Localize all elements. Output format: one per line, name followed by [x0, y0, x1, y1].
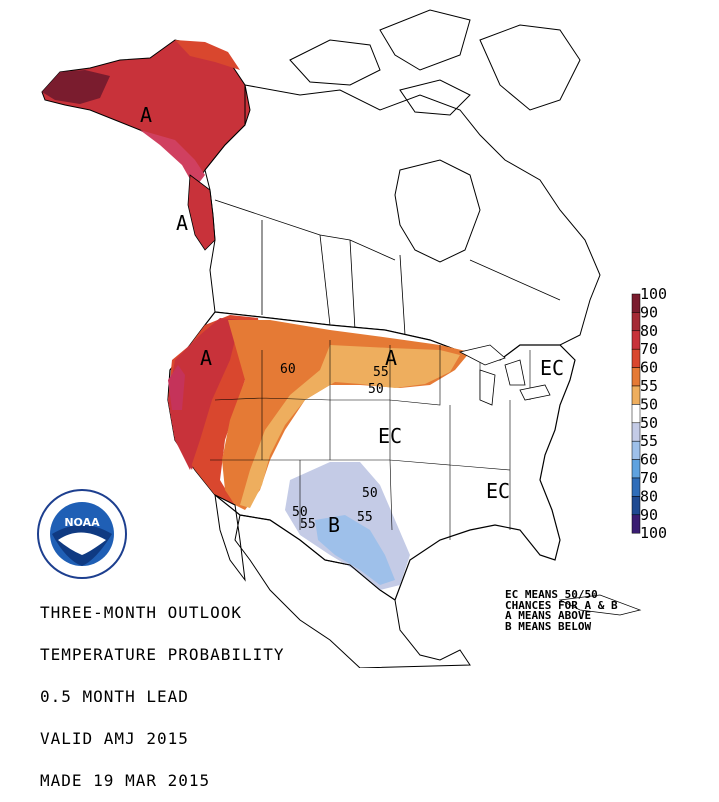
- noaa-logo: NOAA: [37, 489, 127, 579]
- ec-central-label: EC: [378, 424, 402, 448]
- contour-55-tx: 55: [357, 510, 373, 525]
- caribbean: [558, 594, 642, 616]
- legend-swatch: [631, 385, 641, 405]
- alaska-orange-cap: [175, 40, 240, 70]
- note-line: A MEANS ABOVE: [505, 609, 592, 622]
- panhandle-region: [187, 174, 216, 251]
- caption-line: MADE 19 MAR 2015: [40, 771, 211, 790]
- legend-swatch: [631, 422, 641, 442]
- legend-label: 100: [640, 524, 667, 542]
- outlook-map: A A A A B EC EC EC 60 55 50 50 50 55 55 …: [37, 9, 667, 668]
- caption-line: THREE-MONTH OUTLOOK: [40, 603, 243, 622]
- legend-label: 55: [640, 432, 658, 450]
- legend-label: 55: [640, 377, 658, 395]
- legend-swatch: [631, 459, 641, 479]
- alaska-pink-south: [140, 130, 205, 188]
- south-below-label: B: [328, 513, 340, 537]
- contour-50-ok: 50: [362, 486, 378, 501]
- north-light-orange: [240, 345, 460, 508]
- legend-swatch: [631, 367, 641, 387]
- legend-label: 60: [640, 451, 658, 469]
- contour-50-nm: 50: [292, 505, 308, 520]
- contour-50-north: 50: [368, 382, 384, 397]
- great-lakes: [458, 344, 551, 406]
- legend-swatch: [631, 404, 641, 424]
- note-line: B MEANS BELOW: [505, 619, 592, 633]
- noaa-logo-text: NOAA: [64, 516, 100, 529]
- legend-label: 70: [640, 340, 658, 358]
- alaska-above-label: A: [140, 103, 152, 127]
- legend-swatch: [631, 293, 641, 313]
- note-line: EC MEANS 50/50: [505, 588, 598, 601]
- contour-55-north: 55: [373, 365, 389, 380]
- north-above-label: A: [385, 346, 397, 370]
- arctic-islands: [289, 9, 581, 116]
- south-blue-mid: [315, 515, 395, 585]
- west-magenta-edge: [168, 365, 185, 410]
- coast-above-label: A: [176, 211, 188, 235]
- caption-line: TEMPERATURE PROBABILITY: [40, 645, 285, 664]
- legend-swatch: [631, 440, 641, 460]
- caption-line: VALID AMJ 2015: [40, 729, 189, 748]
- legend-label: 100: [640, 285, 667, 303]
- contour-55-nm: 55: [300, 517, 316, 532]
- legend-swatch: [631, 477, 641, 497]
- legend-swatch: [631, 496, 641, 516]
- legend-label: 80: [640, 322, 658, 340]
- legend-swatch: [631, 348, 641, 368]
- legend-label: 50: [640, 414, 658, 432]
- west-inner-red: [168, 318, 240, 470]
- caption-line: 0.5 MONTH LEAD: [40, 687, 189, 706]
- outlook-caption: THREE-MONTH OUTLOOK TEMPERATURE PROBABIL…: [40, 578, 285, 802]
- mexico-outline: [214, 494, 471, 668]
- legend-label: 70: [640, 469, 658, 487]
- contour-60: 60: [280, 362, 296, 377]
- legend-label: 80: [640, 487, 658, 505]
- legend-label: 90: [640, 303, 658, 321]
- ec-southeast-label: EC: [486, 479, 510, 503]
- ec-east-label: EC: [540, 356, 564, 380]
- alaska-dark-west: [42, 70, 110, 104]
- hudson-bay: [394, 159, 481, 263]
- legend-swatch: [631, 514, 641, 534]
- province-lines: [214, 199, 561, 336]
- ec-note: EC MEANS 50/50 CHANCES FOR A & B A MEANS…: [505, 588, 618, 633]
- legend-label: 50: [640, 395, 658, 413]
- legend-label: 60: [640, 359, 658, 377]
- west-above-label: A: [200, 346, 212, 370]
- legend-swatch: [631, 312, 641, 332]
- legend-label: 90: [640, 506, 658, 524]
- legend-swatch: [631, 330, 641, 350]
- note-line: CHANCES FOR A & B: [505, 598, 618, 612]
